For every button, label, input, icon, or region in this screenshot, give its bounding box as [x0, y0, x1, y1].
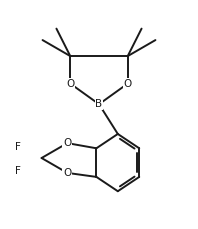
- Text: F: F: [15, 142, 21, 152]
- Text: O: O: [66, 79, 74, 89]
- Text: O: O: [124, 79, 132, 89]
- Text: O: O: [63, 138, 71, 148]
- Text: B: B: [95, 99, 103, 109]
- Text: O: O: [63, 168, 71, 178]
- Text: F: F: [15, 166, 21, 176]
